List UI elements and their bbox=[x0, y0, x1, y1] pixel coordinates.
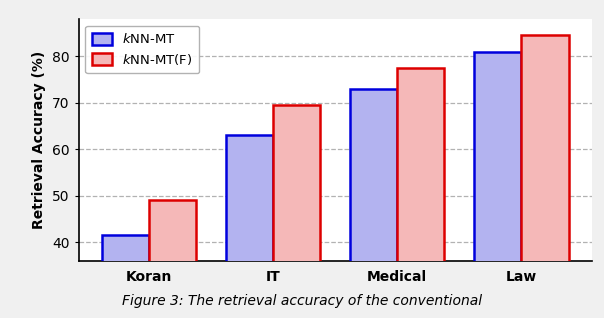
Bar bbox=[273, 105, 320, 318]
Bar bbox=[350, 89, 397, 318]
Bar bbox=[474, 52, 521, 318]
Y-axis label: Retrieval Accuracy (%): Retrieval Accuracy (%) bbox=[32, 51, 47, 229]
Bar bbox=[226, 135, 273, 318]
Bar bbox=[149, 200, 196, 318]
Bar bbox=[102, 235, 149, 318]
Bar bbox=[397, 68, 445, 318]
Legend: $k$NN-MT, $k$NN-MT(F): $k$NN-MT, $k$NN-MT(F) bbox=[85, 26, 199, 73]
Text: Figure 3: The retrieval accuracy of the conventional: Figure 3: The retrieval accuracy of the … bbox=[122, 294, 482, 308]
Bar bbox=[521, 35, 568, 318]
